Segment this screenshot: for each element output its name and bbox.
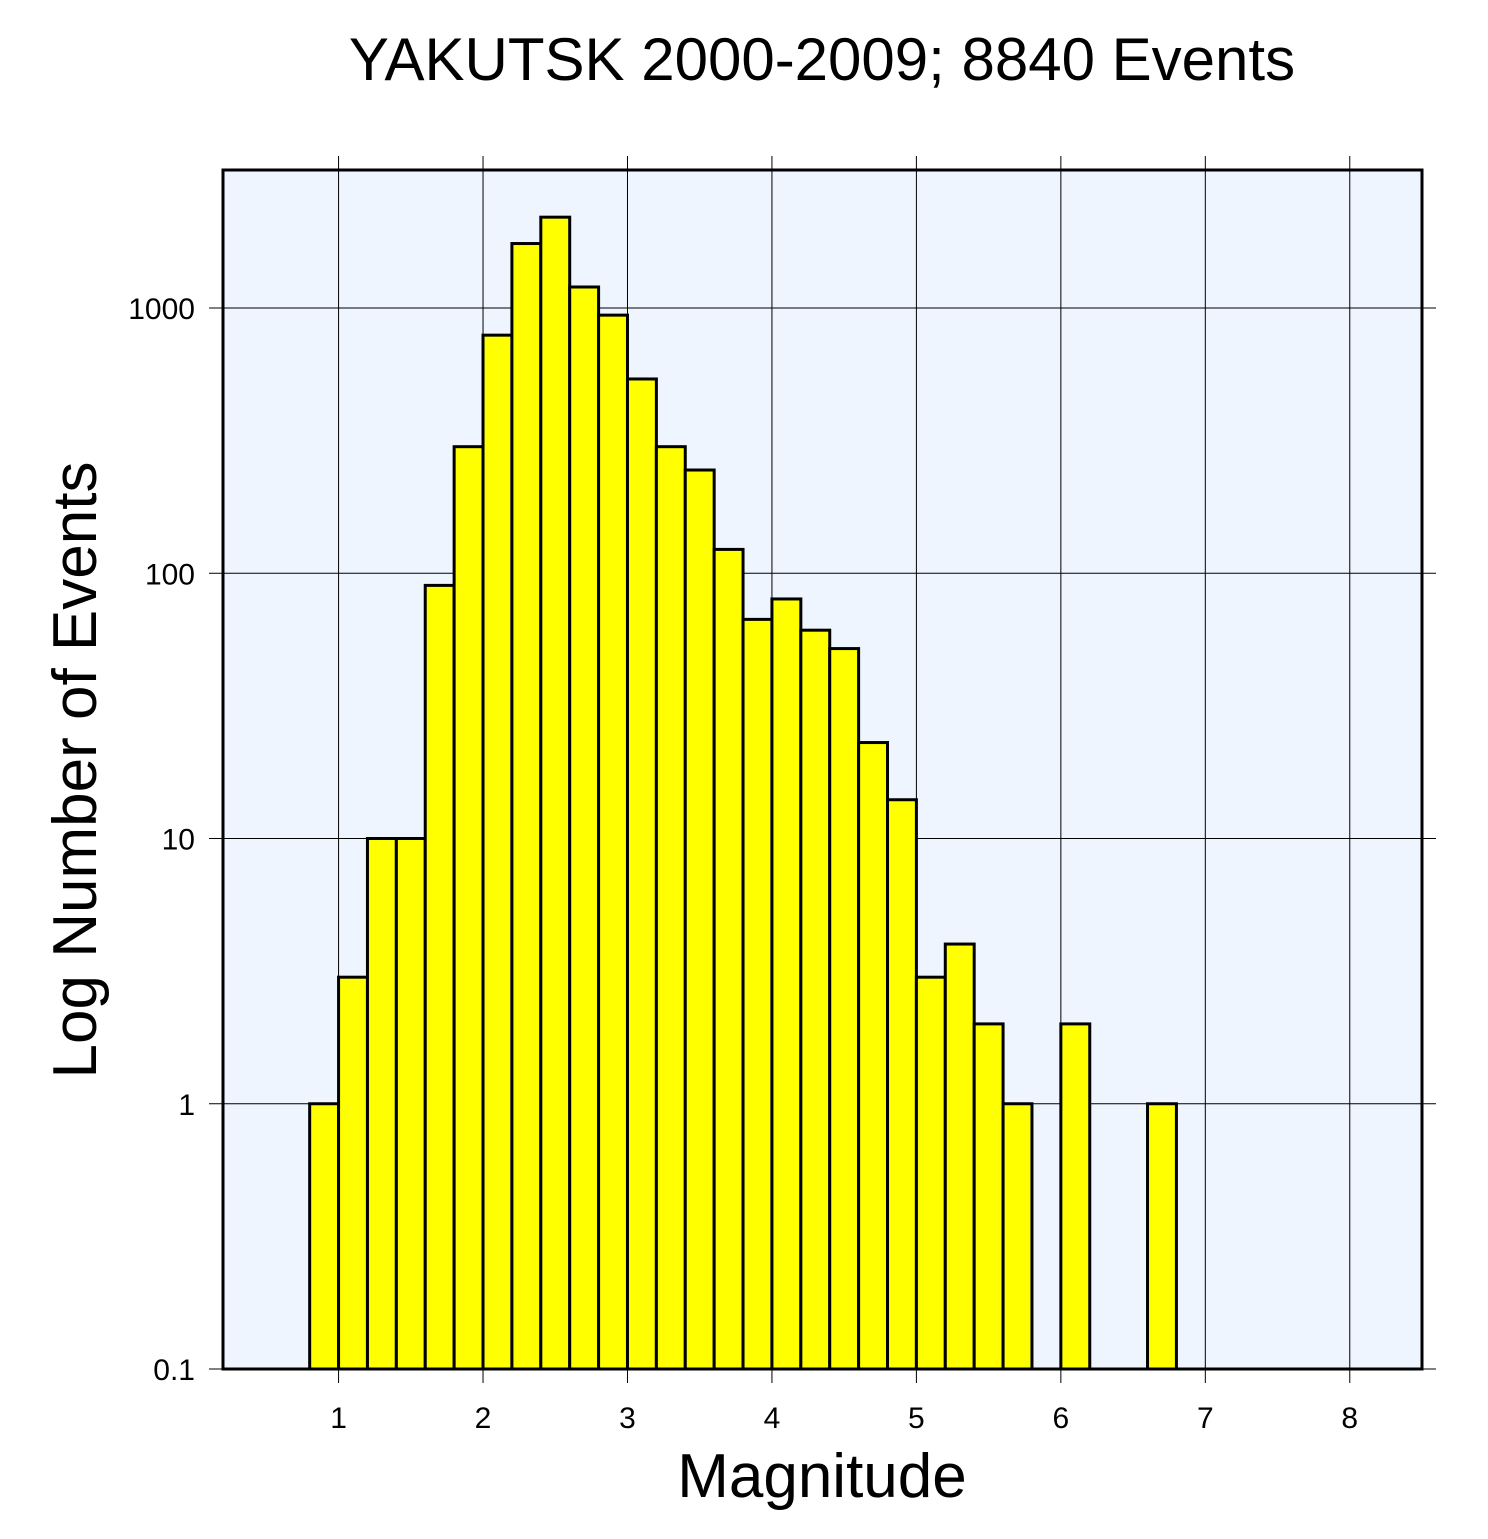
bar-24 [1001, 1102, 1034, 1371]
bar-25 [1059, 1022, 1092, 1371]
y-axis-title: Log Number of Events [41, 462, 110, 1079]
bar-22 [943, 942, 976, 1371]
bar-20 [886, 798, 918, 1371]
x-axis-title: Magnitude [677, 1442, 967, 1511]
x-tick-label: 4 [764, 1402, 781, 1435]
bar-16 [770, 597, 803, 1371]
x-tick-label: 6 [1053, 1402, 1070, 1435]
bar-3 [394, 837, 427, 1371]
x-tick-label: 2 [475, 1402, 492, 1435]
x-tick-label: 1 [330, 1402, 347, 1435]
x-tick-label: 7 [1197, 1402, 1214, 1435]
y-tick-label: 1 [178, 1089, 195, 1122]
bar-5 [452, 445, 485, 1371]
bar-1 [337, 975, 369, 1371]
axis-ticks: 1 2 3 4 5 6 7 8 0.1 1 10 100 1000 [128, 156, 1436, 1435]
bar-0 [308, 1102, 341, 1371]
bar-18 [828, 647, 861, 1371]
bar-6 [481, 333, 514, 1371]
x-tick-label: 3 [619, 1402, 636, 1435]
bar-26 [1146, 1102, 1178, 1371]
bar-8 [539, 215, 572, 1371]
y-tick-label: 100 [145, 558, 195, 591]
bar-12 [654, 445, 687, 1371]
x-tick-label: 8 [1341, 1402, 1358, 1435]
bar-17 [799, 628, 832, 1371]
bar-15 [741, 617, 774, 1371]
bar-21 [914, 975, 947, 1371]
bar-7 [510, 242, 543, 1371]
y-tick-label: 1000 [128, 293, 195, 326]
y-tick-label: 10 [162, 824, 195, 857]
bar-19 [857, 741, 890, 1371]
bar-9 [568, 285, 601, 1371]
x-tick-label: 5 [908, 1402, 925, 1435]
bar-23 [972, 1022, 1005, 1371]
plot-frame [221, 168, 1424, 1371]
bar-11 [625, 377, 658, 1371]
bars-group [308, 215, 1178, 1371]
chart-title: YAKUTSK 2000-2009; 8840 Events [349, 26, 1295, 93]
bar-4 [423, 583, 456, 1371]
bar-10 [597, 313, 629, 1371]
bar-13 [683, 468, 716, 1371]
bar-14 [712, 547, 745, 1371]
bar-2 [365, 837, 398, 1371]
y-tick-label: 0.1 [153, 1354, 195, 1387]
